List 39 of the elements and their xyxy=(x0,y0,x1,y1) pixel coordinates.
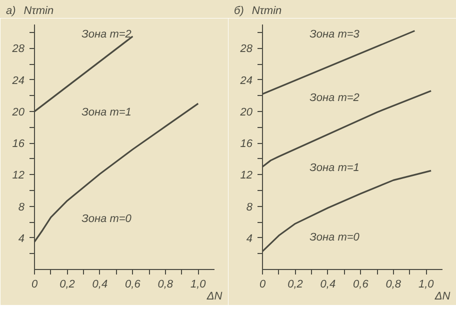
x-tick-label: 0,6 xyxy=(125,278,142,290)
chart-title: б) xyxy=(234,5,244,17)
annotation: Зона m=2 xyxy=(310,92,360,104)
y-tick-label: 4 xyxy=(246,232,253,245)
x-tick-label: 0,6 xyxy=(353,278,370,290)
x-tick-label: 0,4 xyxy=(320,278,336,290)
y-tick-label: 12 xyxy=(12,170,25,182)
x-tick-label: 0,8 xyxy=(158,278,174,290)
x-axis-title: ΔN xyxy=(434,290,450,302)
x-tick-label: 0,2 xyxy=(288,278,303,290)
y-tick-label: 8 xyxy=(246,201,254,214)
y-tick-label: 8 xyxy=(18,201,26,214)
x-axis-title: ΔN xyxy=(206,290,222,302)
y-tick-label: 24 xyxy=(239,74,253,87)
y-tick-label: 28 xyxy=(239,43,254,56)
annotation: Зона m=2 xyxy=(82,28,132,40)
chart-title: а) xyxy=(6,5,16,17)
y-tick-label: 12 xyxy=(240,170,253,182)
x-tick-label: 0,4 xyxy=(92,278,108,290)
y-axis-title: Nτmin xyxy=(24,5,54,17)
x-tick-label: 0,8 xyxy=(386,278,402,290)
x-tick-label: 0 xyxy=(259,278,266,290)
annotation: Зона m=3 xyxy=(310,28,360,40)
y-tick-label: 16 xyxy=(12,138,26,150)
x-tick-label: 1,0 xyxy=(190,278,207,290)
x-tick-label: 0 xyxy=(31,278,38,290)
annotation: Зона m=0 xyxy=(310,231,360,244)
x-tick-label: 1,0 xyxy=(418,278,435,290)
annotation: Зона m=1 xyxy=(82,106,132,119)
annotation: Зона m=1 xyxy=(310,162,360,174)
y-tick-label: 28 xyxy=(11,43,26,56)
y-tick-label: 20 xyxy=(239,106,254,118)
x-tick-label: 0,2 xyxy=(60,278,75,290)
y-tick-label: 24 xyxy=(11,74,25,87)
annotation: Зона m=0 xyxy=(82,213,132,226)
y-axis-title: Nτmin xyxy=(252,5,282,17)
y-tick-label: 4 xyxy=(18,232,25,245)
y-tick-label: 20 xyxy=(11,106,26,118)
y-tick-label: 16 xyxy=(240,138,254,150)
